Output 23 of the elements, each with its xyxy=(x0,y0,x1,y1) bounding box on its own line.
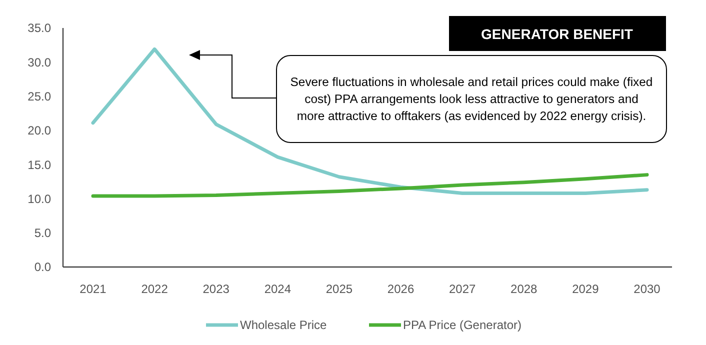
x-tick-label: 2022 xyxy=(141,282,168,296)
y-tick-label: 5.0 xyxy=(34,226,52,240)
x-tick-label: 2024 xyxy=(264,282,292,296)
legend-label: Wholesale Price xyxy=(240,318,328,332)
x-tick-label: 2030 xyxy=(634,282,661,296)
x-tick-label: 2023 xyxy=(202,282,230,296)
y-tick-label: 15.0 xyxy=(28,158,52,172)
y-tick-label: 0.0 xyxy=(34,260,52,274)
chart-title: GENERATOR BENEFIT xyxy=(481,26,634,42)
legend-label: PPA Price (Generator) xyxy=(403,318,522,332)
x-tick-label: 2029 xyxy=(572,282,600,296)
x-tick-label: 2026 xyxy=(387,282,414,296)
y-tick-label: 30.0 xyxy=(28,55,52,70)
y-tick-label: 35.0 xyxy=(28,21,52,36)
y-tick-label: 25.0 xyxy=(28,89,52,104)
x-tick-label: 2021 xyxy=(80,282,107,296)
x-tick-label: 2027 xyxy=(448,282,476,296)
x-tick-label: 2025 xyxy=(326,282,353,296)
line-series xyxy=(91,173,649,198)
y-tick-label: 10.0 xyxy=(28,192,52,206)
x-tick-label: 2028 xyxy=(510,282,538,296)
annotation: Severe fluctuations in wholesale and retail prices could make (fixed cost) PPA arrangements look less attractive to generators and more attractive to offtakers (as evidenced by 2022 energy crisis). xyxy=(290,74,653,124)
y-tick-label: 20.0 xyxy=(28,124,52,138)
